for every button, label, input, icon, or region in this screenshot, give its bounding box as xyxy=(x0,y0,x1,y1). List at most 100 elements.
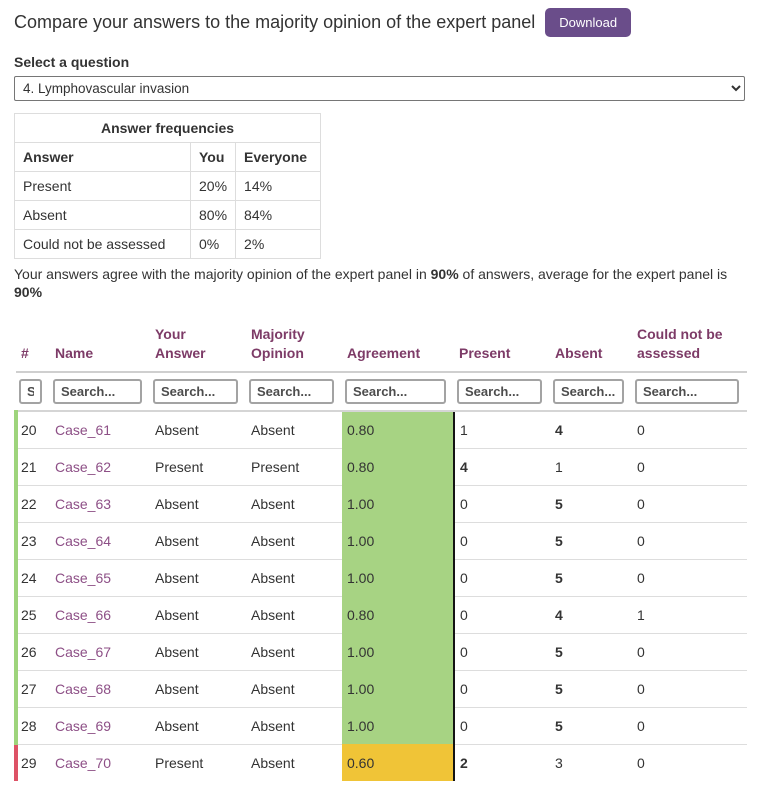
table-row: 29 Case_70 Present Absent 0.60 2 3 0 xyxy=(14,743,747,781)
row-number: 25 xyxy=(14,595,50,634)
case-link[interactable]: Case_70 xyxy=(55,754,112,771)
cell-name: Case_63 xyxy=(50,484,150,523)
column-header-majority-opinion[interactable]: Majority Opinion xyxy=(246,323,342,373)
cell-majority-opinion: Absent xyxy=(246,669,342,708)
frequencies-header-you: You xyxy=(189,142,237,172)
search-input-your-answer[interactable] xyxy=(153,378,238,404)
cell-present: 0 xyxy=(454,669,550,708)
cell-your-answer: Present xyxy=(150,743,246,781)
case-link[interactable]: Case_66 xyxy=(55,606,112,623)
cell-majority-opinion: Absent xyxy=(246,484,342,523)
cell-majority-opinion: Absent xyxy=(246,706,342,745)
cell-could-not-be-assessed: 0 xyxy=(632,447,747,486)
cell-majority-opinion: Absent xyxy=(246,632,342,671)
answer-frequencies-table: Answer frequencies Answer You Everyone P… xyxy=(13,113,322,259)
column-header-could-not-be-assessed[interactable]: Could not be assessed xyxy=(632,323,747,373)
frequency-answer: Absent xyxy=(14,200,191,230)
frequencies-title: Answer frequencies xyxy=(13,113,322,143)
cell-could-not-be-assessed: 1 xyxy=(632,595,747,634)
row-number: 28 xyxy=(14,706,50,745)
search-cell-num xyxy=(16,371,50,412)
cell-agreement: 1.00 xyxy=(342,669,455,708)
cell-agreement: 1.00 xyxy=(342,484,455,523)
search-input-agreement[interactable] xyxy=(345,378,446,404)
cell-present: 0 xyxy=(454,706,550,745)
case-link[interactable]: Case_68 xyxy=(55,680,112,697)
cell-absent: 4 xyxy=(550,410,632,449)
column-header-agreement[interactable]: Agreement xyxy=(342,323,454,373)
cell-majority-opinion: Absent xyxy=(246,743,342,781)
results-search-row xyxy=(16,371,747,412)
frequency-you: 80% xyxy=(189,200,237,230)
case-link[interactable]: Case_62 xyxy=(55,458,112,475)
row-number: 23 xyxy=(14,521,50,560)
row-number: 22 xyxy=(14,484,50,523)
download-button[interactable]: Download xyxy=(545,8,632,37)
cell-name: Case_61 xyxy=(50,410,150,449)
row-number: 24 xyxy=(14,558,50,597)
cell-agreement: 1.00 xyxy=(342,706,455,745)
cell-your-answer: Absent xyxy=(150,484,246,523)
column-header-present[interactable]: Present xyxy=(454,323,550,373)
cell-agreement: 1.00 xyxy=(342,558,455,597)
frequencies-header-everyone: Everyone xyxy=(235,142,322,172)
frequencies-row-absent: Absent 80% 84% xyxy=(14,200,322,230)
table-row: 22 Case_63 Absent Absent 1.00 0 5 0 xyxy=(14,484,747,523)
cell-majority-opinion: Absent xyxy=(246,521,342,560)
cell-majority-opinion: Present xyxy=(246,447,342,486)
frequency-everyone: 2% xyxy=(235,229,322,259)
cell-could-not-be-assessed: 0 xyxy=(632,743,747,781)
table-row: 26 Case_67 Absent Absent 1.00 0 5 0 xyxy=(14,632,747,671)
search-input-absent[interactable] xyxy=(553,378,624,404)
results-table: # Name Your Answer Majority Opinion Agreemen… xyxy=(14,323,747,781)
search-cell-absent xyxy=(550,371,632,412)
case-link[interactable]: Case_65 xyxy=(55,569,112,586)
cell-your-answer: Absent xyxy=(150,410,246,449)
cell-absent: 5 xyxy=(550,558,632,597)
cell-your-answer: Present xyxy=(150,447,246,486)
cell-present: 0 xyxy=(454,632,550,671)
frequency-everyone: 14% xyxy=(235,171,322,201)
cell-present: 0 xyxy=(454,484,550,523)
case-link[interactable]: Case_69 xyxy=(55,717,112,734)
cell-could-not-be-assessed: 0 xyxy=(632,706,747,745)
cell-could-not-be-assessed: 0 xyxy=(632,521,747,560)
search-input-name[interactable] xyxy=(53,378,142,404)
search-cell-name xyxy=(50,371,150,412)
cell-majority-opinion: Absent xyxy=(246,558,342,597)
case-link[interactable]: Case_67 xyxy=(55,643,112,660)
column-header-absent[interactable]: Absent xyxy=(550,323,632,373)
cell-agreement: 1.00 xyxy=(342,632,455,671)
search-input-majority-opinion[interactable] xyxy=(249,378,334,404)
table-row: 20 Case_61 Absent Absent 0.80 1 4 0 xyxy=(14,410,747,449)
cell-could-not-be-assessed: 0 xyxy=(632,669,747,708)
column-header-name[interactable]: Name xyxy=(50,323,150,373)
question-select[interactable]: 4. Lymphovascular invasion xyxy=(14,76,745,101)
search-cell-present xyxy=(454,371,550,412)
search-input-could-not-be-assessed[interactable] xyxy=(635,378,739,404)
table-row: 28 Case_69 Absent Absent 1.00 0 5 0 xyxy=(14,706,747,745)
search-input-num[interactable] xyxy=(19,378,42,404)
table-row: 27 Case_68 Absent Absent 1.00 0 5 0 xyxy=(14,669,747,708)
cell-name: Case_66 xyxy=(50,595,150,634)
cell-present: 0 xyxy=(454,558,550,597)
table-row: 23 Case_64 Absent Absent 1.00 0 5 0 xyxy=(14,521,747,560)
case-link[interactable]: Case_61 xyxy=(55,421,112,438)
frequencies-row-present: Present 20% 14% xyxy=(14,171,322,201)
search-input-present[interactable] xyxy=(457,378,542,404)
table-row: 21 Case_62 Present Present 0.80 4 1 0 xyxy=(14,447,747,486)
column-header-your-answer[interactable]: Your Answer xyxy=(150,323,246,373)
case-link[interactable]: Case_63 xyxy=(55,495,112,512)
cell-could-not-be-assessed: 0 xyxy=(632,484,747,523)
cell-majority-opinion: Absent xyxy=(246,595,342,634)
case-link[interactable]: Case_64 xyxy=(55,532,112,549)
agreement-your-percentage: 90% xyxy=(430,266,459,282)
frequencies-header-row: Answer You Everyone xyxy=(14,142,322,172)
agreement-summary: Your answers agree with the majority opi… xyxy=(14,266,745,301)
cell-absent: 3 xyxy=(550,743,632,781)
frequency-everyone: 84% xyxy=(235,200,322,230)
column-header-num[interactable]: # xyxy=(16,323,50,373)
cell-absent: 4 xyxy=(550,595,632,634)
frequencies-row-could-not-be-assessed: Could not be assessed 0% 2% xyxy=(14,229,322,259)
